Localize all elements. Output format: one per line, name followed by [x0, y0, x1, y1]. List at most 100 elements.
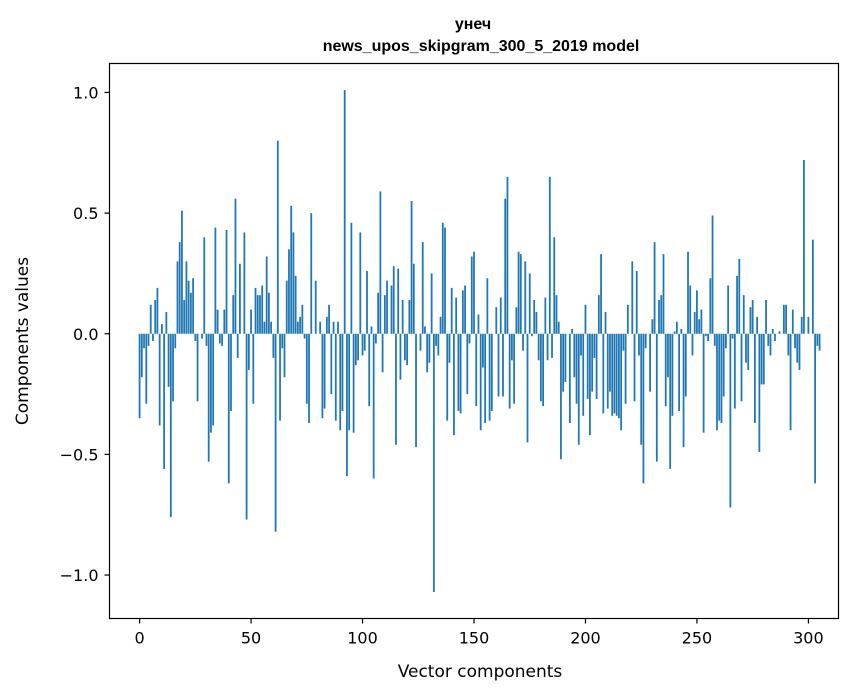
bar-294	[794, 333, 796, 349]
y-axis: −1.0 −0.5 0.0 0.5 1.0	[60, 83, 110, 585]
bar-156	[486, 278, 489, 334]
bar-165	[506, 176, 509, 334]
bar-234	[660, 295, 663, 334]
bar-283	[769, 333, 772, 356]
bar-265	[729, 333, 732, 508]
bar-56	[263, 321, 266, 334]
bar-189	[560, 333, 562, 460]
bar-181	[542, 333, 544, 407]
bar-93	[346, 333, 348, 477]
bar-275	[751, 299, 754, 334]
bar-143	[457, 333, 460, 411]
bar-171	[519, 254, 522, 334]
bar-187	[555, 295, 558, 334]
bar-128	[424, 326, 426, 334]
bar-15	[172, 333, 174, 402]
bar-274	[749, 307, 752, 334]
bar-119	[404, 333, 406, 361]
bar-18	[178, 242, 181, 334]
chart-title: унеч	[455, 16, 491, 33]
bar-282	[767, 333, 770, 346]
bar-244	[682, 333, 685, 448]
bar-167	[511, 333, 513, 361]
bar-164	[504, 198, 507, 334]
bar-40	[227, 333, 230, 484]
bar-42	[232, 295, 235, 334]
bar-235	[662, 254, 665, 334]
bar-261	[720, 333, 723, 424]
bar-87	[332, 321, 335, 334]
bar-231	[653, 242, 656, 334]
bar-10	[161, 324, 163, 334]
bar-280	[762, 333, 765, 385]
bar-146	[464, 285, 466, 334]
bar-153	[479, 333, 482, 431]
bar-129	[426, 333, 429, 373]
plot-frame	[108, 62, 840, 620]
bar-227	[644, 333, 647, 349]
bar-105	[372, 333, 375, 479]
bar-21	[185, 261, 188, 334]
bar-121	[408, 299, 411, 334]
bar-63	[279, 333, 281, 421]
bar-248	[691, 333, 694, 356]
bar-198	[580, 333, 582, 356]
bar-6	[152, 333, 154, 341]
bar-305	[818, 333, 821, 351]
bar-296	[798, 333, 801, 370]
x-tick-label: 100	[347, 629, 378, 648]
bar-17	[176, 261, 179, 334]
bar-241	[675, 321, 678, 334]
bar-38	[223, 309, 226, 334]
bar-202	[589, 333, 591, 436]
bar-273	[747, 333, 750, 370]
bar-215	[618, 333, 620, 419]
bar-74	[303, 333, 306, 339]
bar-11	[163, 333, 166, 469]
bar-278	[758, 333, 761, 452]
x-tick-label: 0	[135, 629, 145, 648]
bar-82	[321, 333, 324, 419]
bar-2	[143, 333, 145, 349]
bar-136	[441, 222, 444, 334]
bar-53	[256, 295, 259, 334]
bar-67	[288, 249, 290, 334]
bar-29	[203, 237, 206, 334]
bar-178	[535, 312, 538, 334]
bar-35	[216, 309, 219, 334]
bar-124	[415, 333, 417, 448]
bar-39	[225, 230, 228, 334]
bar-196	[575, 333, 578, 404]
bar-44	[236, 333, 239, 358]
bar-243	[680, 328, 683, 334]
bar-64	[281, 333, 284, 349]
bar-48	[245, 333, 248, 520]
bar-183	[546, 333, 549, 361]
bar-295	[796, 333, 799, 363]
bar-172	[522, 333, 524, 351]
bar-271	[742, 295, 745, 334]
bar-216	[620, 333, 623, 431]
bar-258	[713, 333, 716, 346]
bar-58	[268, 292, 270, 334]
bar-182	[544, 297, 547, 334]
bar-123	[412, 263, 415, 334]
bar-150	[473, 251, 475, 334]
bar-252	[700, 309, 703, 334]
bar-236	[664, 333, 667, 407]
bar-212	[611, 333, 614, 416]
bar-211	[609, 333, 611, 392]
bar-52	[254, 287, 257, 334]
bar-270	[740, 333, 743, 402]
bar-155	[484, 333, 487, 424]
bar-series	[138, 90, 821, 592]
bar-141	[453, 333, 455, 436]
bar-110	[383, 295, 386, 334]
bar-113	[390, 285, 393, 334]
bar-72	[299, 316, 301, 334]
bar-175	[528, 273, 531, 334]
bar-76	[308, 333, 310, 424]
bar-127	[421, 242, 424, 334]
bar-36	[218, 333, 221, 344]
bar-14	[169, 333, 172, 518]
